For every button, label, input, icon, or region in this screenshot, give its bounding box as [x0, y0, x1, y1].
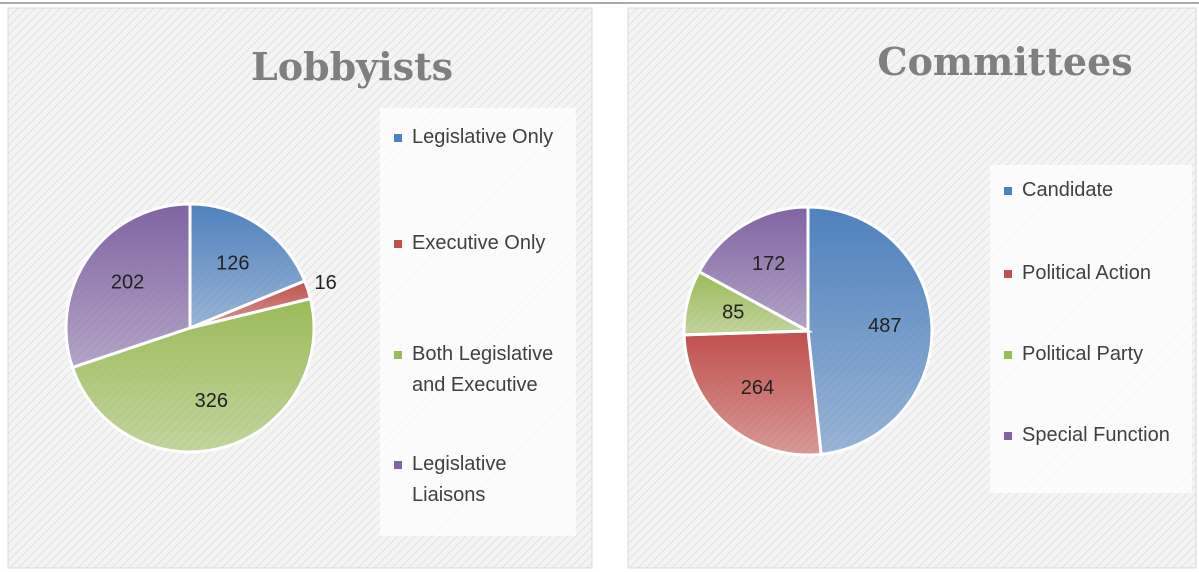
- data-label: 16: [314, 272, 336, 294]
- pie-slice: [682, 329, 823, 457]
- data-label: 126: [216, 252, 249, 274]
- legend-label: Executive Only: [412, 232, 546, 254]
- legend-entry: Both Legislative and Executive: [394, 339, 572, 401]
- legend-swatch: [394, 134, 402, 142]
- legend: Candidate Political Action Political Party…: [990, 165, 1192, 493]
- legend-label: Political Party: [1022, 343, 1144, 365]
- pie-slice: [188, 202, 307, 331]
- legend-swatch: [394, 461, 402, 469]
- legend-entry: Candidate: [1004, 175, 1192, 206]
- pie-slice: [697, 205, 810, 334]
- legend-swatch: [1004, 270, 1012, 278]
- data-label: 172: [752, 253, 785, 275]
- legend-label: Both Legislative and Executive: [412, 343, 554, 396]
- legend-label: Legislative Liaisons: [412, 453, 507, 506]
- pie-slice: [70, 296, 316, 454]
- chart-title: Committees: [877, 39, 1132, 84]
- legend-entry: Political Party: [1004, 339, 1192, 370]
- legend-swatch: [1004, 351, 1012, 359]
- legend-label: Candidate: [1022, 179, 1114, 201]
- legend-swatch: [394, 351, 402, 359]
- legend-entry: Political Action: [1004, 258, 1192, 289]
- pie-slice: [64, 202, 192, 370]
- data-label: 85: [722, 301, 744, 323]
- legend-swatch: [1004, 432, 1012, 440]
- legend: Legislative Only Executive Only Both Legis…: [380, 108, 576, 536]
- legend-entry: Legislative Only: [394, 122, 572, 153]
- legend-swatch: [1004, 187, 1012, 195]
- data-label: 264: [741, 377, 774, 399]
- legend-label: Political Action: [1022, 262, 1151, 284]
- legend-label: Special Function: [1022, 424, 1170, 446]
- legend-entry: Legislative Liaisons: [394, 449, 572, 511]
- data-label: 202: [111, 271, 144, 293]
- pie-slice: [806, 205, 934, 456]
- legend-swatch: [394, 240, 402, 248]
- data-label: 326: [195, 390, 228, 412]
- legend-entry: Special Function: [1004, 420, 1192, 451]
- legend-label: Legislative Only: [412, 126, 554, 148]
- legend-entry: Executive Only: [394, 228, 572, 259]
- data-label: 487: [868, 315, 901, 337]
- chart-title: Lobbyists: [251, 44, 453, 89]
